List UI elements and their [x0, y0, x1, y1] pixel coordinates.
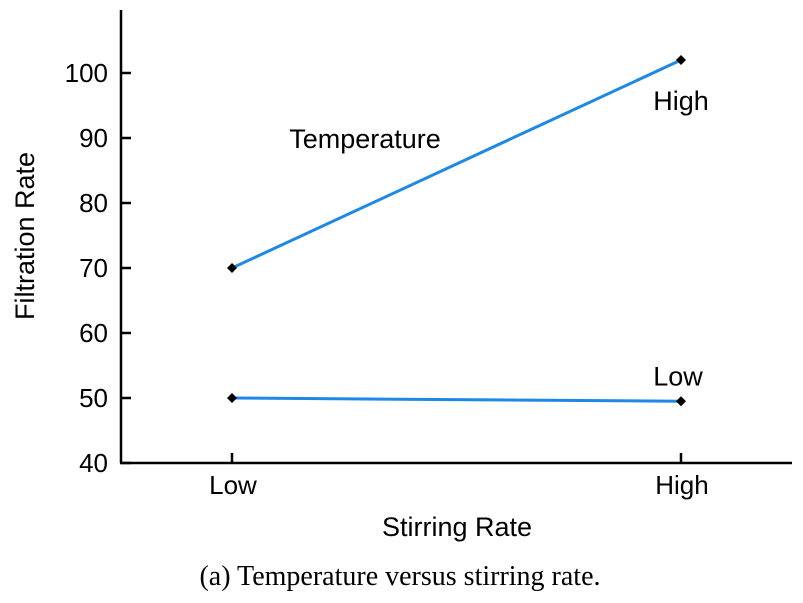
y-ticks: 40 50 60 70 80 90 100 [65, 58, 131, 478]
series-line-low [231, 396, 682, 403]
y-tick-label: 90 [79, 123, 108, 153]
figure-caption: (a) Temperature versus stirring rate. [199, 561, 600, 592]
y-tick-label: 60 [79, 318, 108, 348]
y-tick-label: 70 [79, 253, 108, 283]
x-axis-title: Stirring Rate [382, 512, 532, 542]
axes [119, 10, 792, 465]
y-tick-label: 50 [79, 383, 108, 413]
legend-title-temperature: Temperature [289, 124, 441, 154]
x-tick-label: Low [209, 470, 257, 500]
data-point-high [227, 263, 237, 273]
y-tick-label: 100 [65, 58, 108, 88]
series-group: High Low [227, 55, 709, 407]
y-tick-label: 40 [79, 448, 108, 478]
x-ticks: Low High [209, 453, 709, 500]
y-tick-label: 80 [79, 188, 108, 218]
data-point-high [676, 55, 686, 65]
series-label-high: High [653, 86, 709, 116]
series-label-low: Low [653, 361, 703, 391]
series-line-high [231, 58, 682, 270]
data-point-low [676, 396, 686, 407]
y-axis-title: Filtration Rate [10, 152, 40, 320]
data-point-low [227, 393, 237, 403]
x-tick-label: High [655, 470, 708, 500]
